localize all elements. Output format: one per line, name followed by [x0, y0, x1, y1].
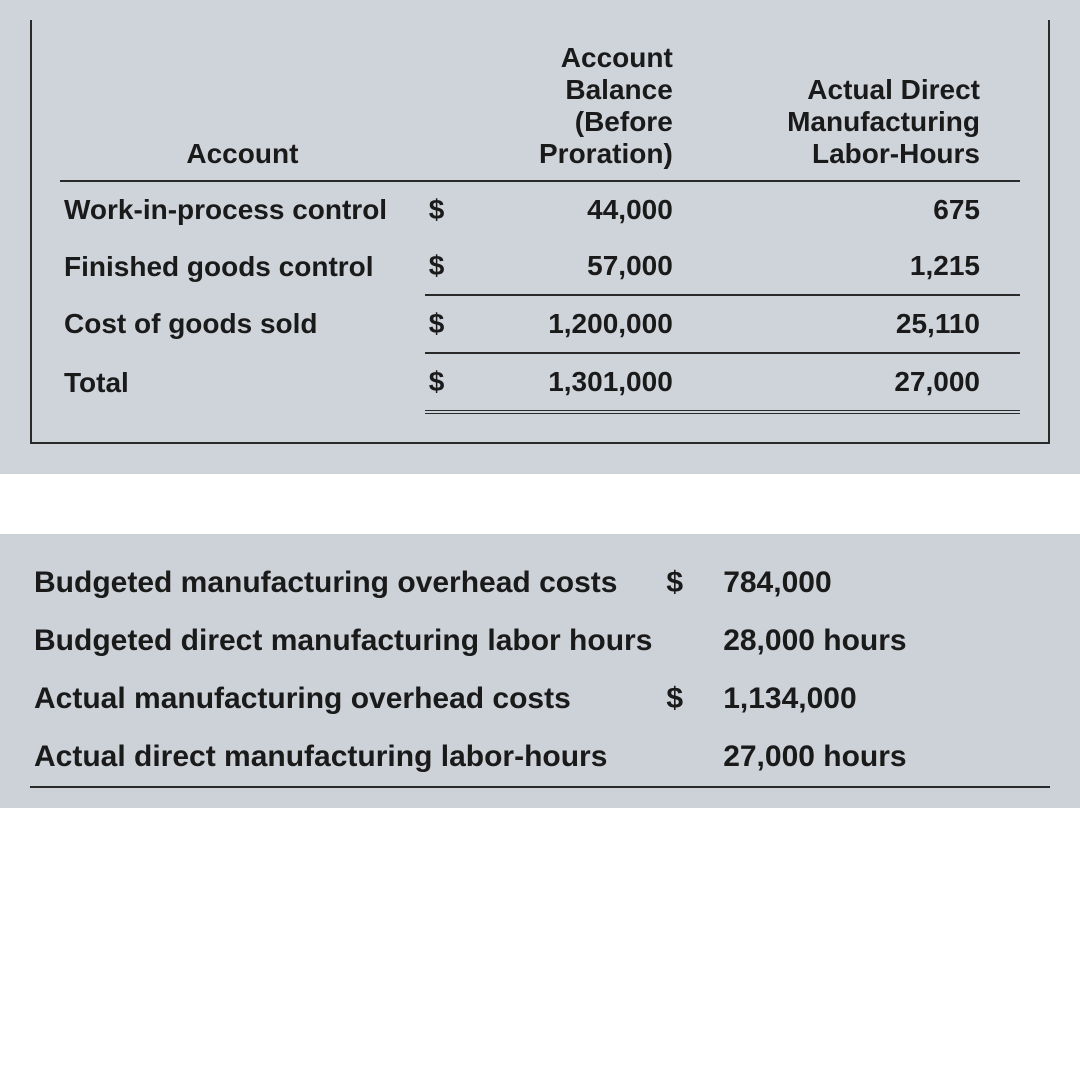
header-hours-l3: Labor-Hours	[717, 138, 980, 170]
cell-currency: $	[425, 181, 454, 238]
summary-row: Budgeted manufacturing overhead costs $ …	[30, 554, 1050, 612]
account-table-border: Account Account Balance (Before Proratio…	[30, 20, 1050, 444]
summary-currency	[662, 612, 703, 670]
cell-hours: 1,215	[713, 238, 1020, 295]
table-row: Work-in-process control $ 44,000 675	[60, 181, 1020, 238]
summary-row: Actual direct manufacturing labor-hours …	[30, 728, 1050, 787]
cell-currency: $	[425, 238, 454, 295]
summary-panel: Budgeted manufacturing overhead costs $ …	[0, 534, 1080, 808]
header-hours: Actual Direct Manufacturing Labor-Hours	[713, 36, 1020, 181]
header-account: Account	[60, 36, 425, 181]
summary-value: 28,000 hours	[703, 612, 1050, 670]
table-row: Cost of goods sold $ 1,200,000 25,110	[60, 295, 1020, 353]
cell-balance: 57,000	[454, 238, 713, 295]
summary-label: Actual manufacturing overhead costs	[30, 670, 662, 728]
header-balance-l1: Account Balance	[458, 42, 673, 106]
cell-balance: 44,000	[454, 181, 713, 238]
account-table: Account Account Balance (Before Proratio…	[60, 36, 1020, 414]
total-row: Total $ 1,301,000 27,000	[60, 353, 1020, 412]
cell-total-label: Total	[60, 353, 425, 412]
summary-currency: $	[662, 554, 703, 612]
header-currency-spacer	[425, 36, 454, 181]
summary-label: Budgeted manufacturing overhead costs	[30, 554, 662, 612]
summary-value: 1,134,000	[703, 670, 1050, 728]
cell-balance: 1,200,000	[454, 295, 713, 353]
cell-account: Cost of goods sold	[60, 295, 425, 353]
header-row: Account Account Balance (Before Proratio…	[60, 36, 1020, 181]
cell-account: Finished goods control	[60, 238, 425, 295]
account-table-panel: Account Account Balance (Before Proratio…	[0, 0, 1080, 474]
header-balance: Account Balance (Before Proration)	[454, 36, 713, 181]
panel-gap	[0, 474, 1080, 534]
summary-currency	[662, 728, 703, 787]
header-balance-l2: (Before Proration)	[458, 106, 673, 170]
cell-currency: $	[425, 295, 454, 353]
summary-table: Budgeted manufacturing overhead costs $ …	[30, 554, 1050, 788]
cell-hours: 25,110	[713, 295, 1020, 353]
cell-hours: 675	[713, 181, 1020, 238]
cell-total-hours: 27,000	[713, 353, 1020, 412]
summary-label: Budgeted direct manufacturing labor hour…	[30, 612, 662, 670]
cell-account: Work-in-process control	[60, 181, 425, 238]
header-hours-l1: Actual Direct	[717, 74, 980, 106]
summary-row: Budgeted direct manufacturing labor hour…	[30, 612, 1050, 670]
summary-value: 27,000 hours	[703, 728, 1050, 787]
summary-row: Actual manufacturing overhead costs $ 1,…	[30, 670, 1050, 728]
table-row: Finished goods control $ 57,000 1,215	[60, 238, 1020, 295]
cell-total-balance: 1,301,000	[454, 353, 713, 412]
summary-value: 784,000	[703, 554, 1050, 612]
cell-total-currency: $	[425, 353, 454, 412]
header-hours-l2: Manufacturing	[717, 106, 980, 138]
summary-currency: $	[662, 670, 703, 728]
summary-label: Actual direct manufacturing labor-hours	[30, 728, 662, 787]
